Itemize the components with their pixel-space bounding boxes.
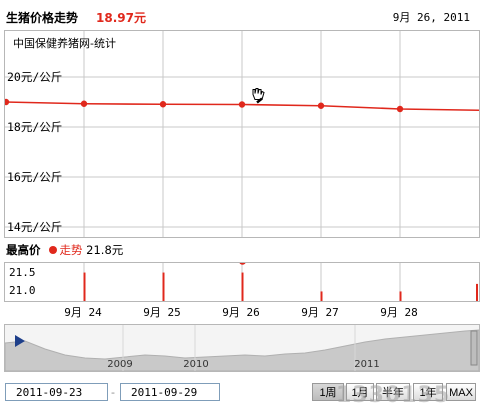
price-point[interactable] [80, 100, 88, 107]
legend-dot-icon [48, 246, 57, 254]
high-price-marker[interactable] [239, 263, 246, 265]
price-point[interactable] [5, 98, 10, 106]
high-price-bar[interactable] [320, 291, 323, 301]
end-date-input[interactable]: 2011-09-29 [120, 383, 220, 401]
high-price-bar[interactable] [241, 272, 244, 301]
y-tick-label: 18元/公斤 [7, 120, 63, 134]
chart-title: 生猪价格走势 [6, 11, 79, 25]
range-1-week-button[interactable]: 1周 [312, 383, 344, 401]
navigator-year: 2011 [354, 359, 380, 370]
hand-cursor-icon [252, 88, 265, 104]
range-navigator[interactable] [4, 324, 480, 372]
high-price-plot [83, 263, 478, 301]
range-max-button[interactable]: MAX [446, 383, 476, 401]
high-price-panel[interactable]: 21.5 21.0 [4, 262, 480, 302]
x-tick-label: 9月 28 [380, 306, 418, 319]
source-label: 中国保健养猪网-统计 [13, 37, 116, 50]
watermark: 1330135 [336, 383, 451, 408]
x-tick-label: 9月 24 [64, 306, 102, 319]
legend-label: 最高价 [6, 243, 41, 257]
x-tick-label: 9月 25 [143, 306, 181, 319]
x-tick-label: 9月 27 [301, 306, 339, 319]
navigator-handle[interactable] [470, 330, 478, 366]
high-price-bar[interactable] [83, 272, 86, 301]
play-icon[interactable] [15, 335, 25, 347]
legend: 最高价 走势 21.8元 [6, 242, 123, 258]
range-1-month-button[interactable]: 1月 [346, 383, 374, 401]
high-tick-label: 21.0 [9, 284, 36, 297]
range-1-year-button[interactable]: 1年 [413, 383, 443, 401]
navigator-overview [5, 325, 479, 371]
navigator-area [5, 329, 479, 371]
y-tick-label: 16元/公斤 [7, 170, 63, 184]
navigator-year: 2009 [107, 359, 133, 370]
y-tick-label: 14元/公斤 [7, 220, 63, 234]
x-tick-label: 9月 26 [222, 306, 260, 319]
high-price-bar[interactable] [162, 272, 165, 301]
price-point[interactable] [396, 105, 404, 113]
high-price-bar[interactable] [399, 291, 402, 301]
y-tick-label: 20元/公斤 [7, 70, 63, 84]
price-chart-panel[interactable]: 中国保健养猪网-统计 20元/公斤 18元/公斤 16元/公斤 14元/公斤 [4, 30, 480, 238]
price-point[interactable] [159, 101, 167, 108]
high-tick-label: 21.5 [9, 266, 36, 279]
current-price: 18.97元 [96, 11, 146, 25]
price-point[interactable] [317, 102, 325, 109]
price-chart-plot [5, 31, 479, 237]
start-date-input[interactable]: 2011-09-23 [5, 383, 108, 401]
current-date: 9月 26, 2011 [392, 11, 470, 24]
legend-series-name: 走势 [59, 243, 83, 257]
date-separator: - [111, 386, 115, 399]
legend-value: 21.8元 [86, 243, 124, 257]
navigator-year: 2010 [183, 359, 209, 370]
high-price-bar[interactable] [476, 283, 478, 301]
price-point[interactable] [238, 101, 246, 108]
range-half-year-button[interactable]: 半年 [376, 383, 410, 401]
